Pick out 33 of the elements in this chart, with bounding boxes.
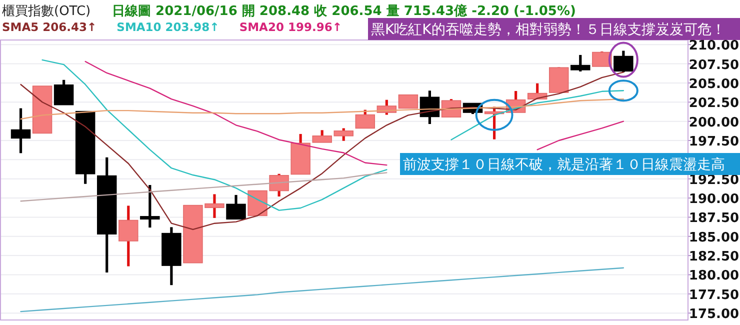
y-tick-label: 207.50: [688, 58, 740, 73]
candlestick: [54, 78, 74, 106]
y-tick-label: 180.00: [688, 268, 740, 284]
y-tick-label: 175.00: [688, 307, 740, 322]
text: 黑K吃紅K的吞噬走勢，相對弱勢！５日線支撐岌岌可危！: [371, 22, 726, 38]
y-tick-label: 197.50: [688, 134, 740, 150]
y-tick-label: 192.50: [688, 172, 740, 188]
candlestick: [140, 184, 160, 229]
candlestick: [355, 108, 376, 130]
candlestick: [118, 204, 138, 268]
line-series: [20, 267, 624, 312]
y-tick-label: 200.00: [688, 115, 740, 130]
candlestick: [614, 49, 634, 74]
y-tick-label: 185.00: [688, 230, 740, 246]
y-tick-label: 202.50: [688, 96, 740, 112]
annotation: 前波支撐１０日線不破，就是沿著１０日線震盪走高: [403, 157, 725, 173]
candlestick: [570, 54, 590, 73]
candlestick: [398, 94, 418, 109]
candlestick: [10, 106, 31, 154]
text: SMA5 206.43↑: [2, 20, 97, 34]
y-tick-label: 205.00: [688, 76, 740, 92]
y-tick-label: 210.00: [688, 38, 740, 54]
chart-subtitle: 日線圖 2021/06/16 開 208.48 收 206.54 量 715.43億 -2.20 (-1.05%): [112, 3, 576, 19]
text: SMA20 199.96↑: [239, 20, 342, 34]
y-tick-label: 187.50: [688, 211, 740, 226]
candlestick: [226, 194, 246, 220]
line-series: [20, 172, 388, 202]
y-tick-label: 177.50: [688, 288, 740, 303]
y-tick-label: 182.50: [688, 250, 740, 265]
y-tick-label: 190.00: [688, 192, 740, 208]
text: SMA10 203.98↑: [116, 20, 220, 34]
candlestick: [592, 50, 612, 68]
chart-title: 櫃買指數(OTC): [2, 4, 91, 19]
